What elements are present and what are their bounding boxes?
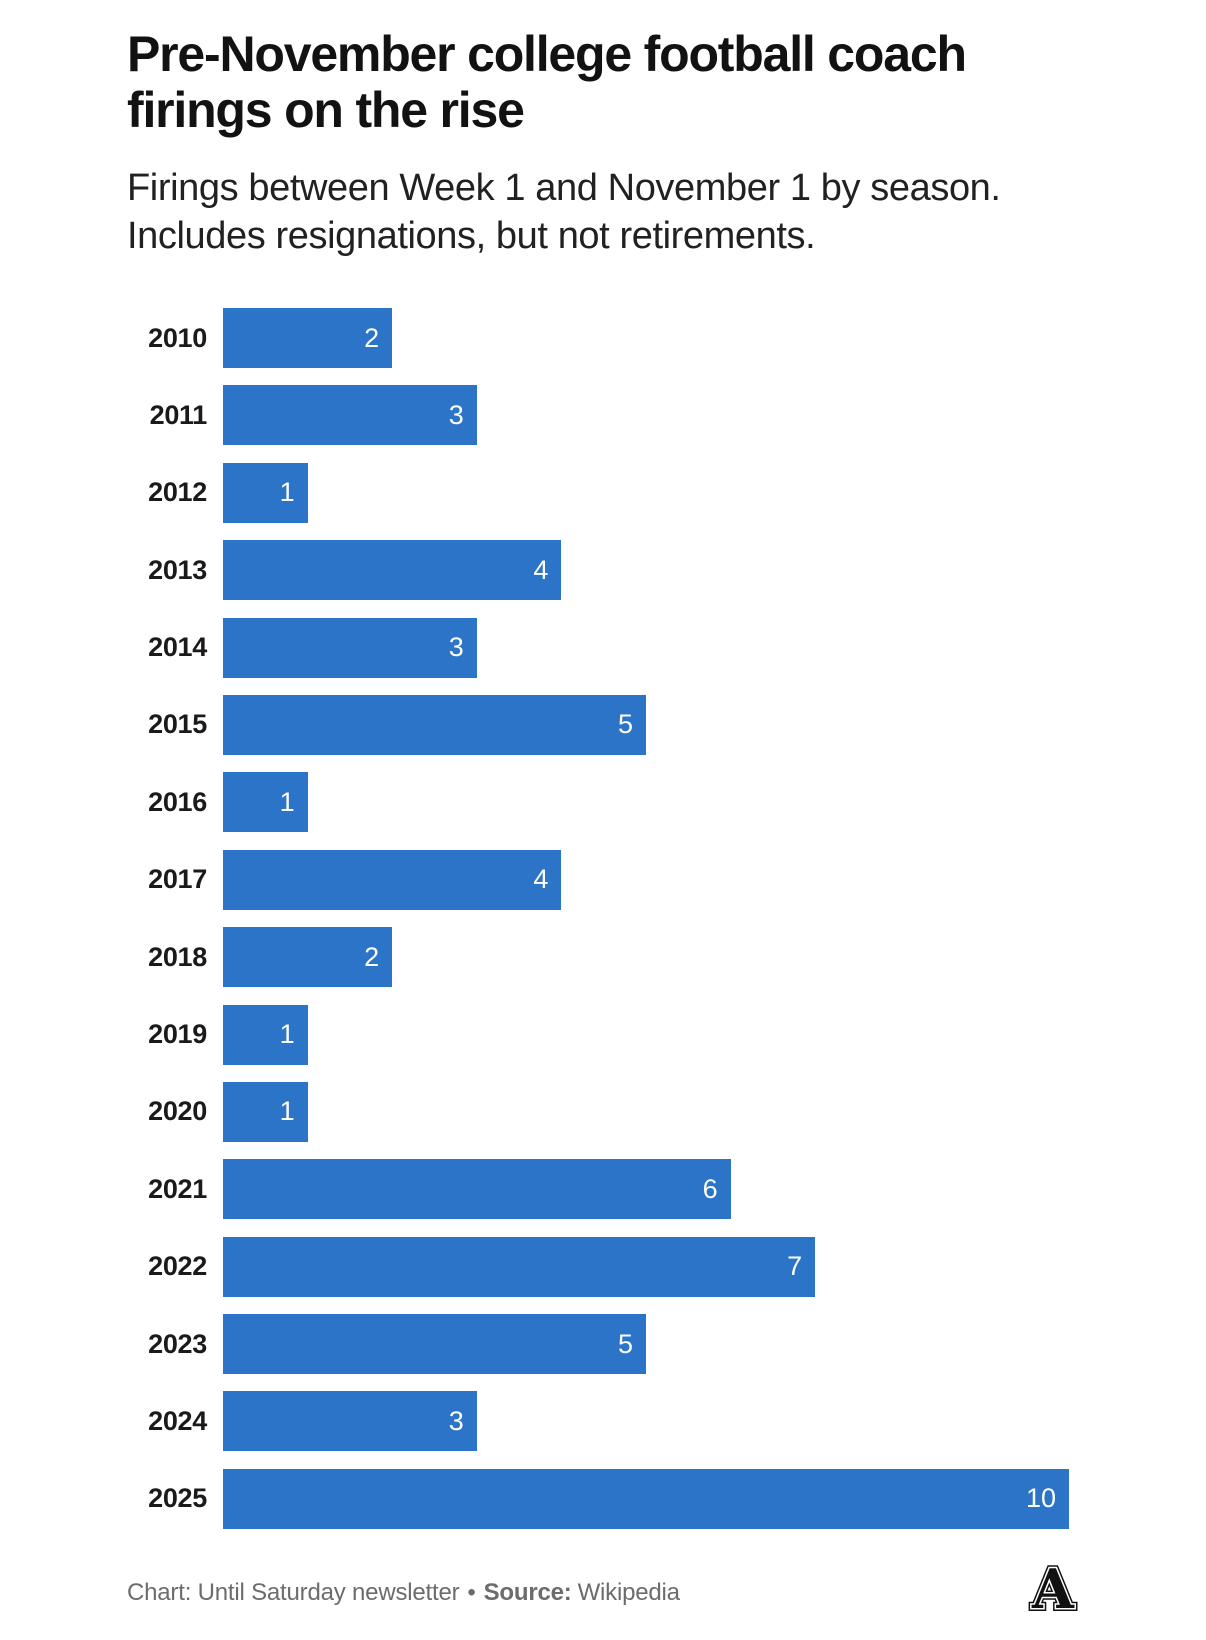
year-label: 2015 bbox=[148, 709, 207, 740]
bar-track: 1 bbox=[223, 1004, 1080, 1065]
bar: 1 bbox=[223, 462, 308, 523]
value-label: 1 bbox=[279, 477, 295, 508]
chart-rows: 2010 2 2011 3 2012 1 2013 4 2014 3 2015 5 2016 1 2017 4… bbox=[127, 308, 1080, 1529]
chart-row: 2011 3 bbox=[127, 385, 1080, 446]
chart-row: 2019 1 bbox=[127, 1004, 1080, 1065]
year-label: 2016 bbox=[148, 786, 207, 817]
year-label: 2022 bbox=[148, 1251, 207, 1282]
year-label: 2017 bbox=[148, 864, 207, 895]
footer-credits: Chart: Until Saturday newsletter • Source:… bbox=[127, 1578, 1080, 1608]
bar: 5 bbox=[223, 1314, 646, 1375]
value-label: 5 bbox=[617, 709, 633, 740]
value-label: 3 bbox=[448, 1405, 464, 1436]
bar: 7 bbox=[223, 1236, 816, 1297]
bar-track: 6 bbox=[223, 1159, 1080, 1220]
chart-row: 2012 1 bbox=[127, 462, 1080, 523]
bar-track: 4 bbox=[223, 540, 1080, 601]
value-label: 4 bbox=[533, 554, 549, 585]
chart-row: 2013 4 bbox=[127, 540, 1080, 601]
value-label: 1 bbox=[279, 1019, 295, 1050]
chart-subtitle-line-1: Firings between Week 1 and November 1 by… bbox=[127, 167, 1001, 209]
year-label: 2023 bbox=[148, 1328, 207, 1359]
chart-row: 2020 1 bbox=[127, 1081, 1080, 1142]
value-label: 2 bbox=[364, 941, 380, 972]
year-label: 2011 bbox=[149, 399, 208, 430]
bar: 5 bbox=[223, 694, 646, 755]
year-label: 2014 bbox=[148, 632, 207, 663]
year-label: 2021 bbox=[148, 1173, 207, 1204]
bar-track: 3 bbox=[223, 1391, 1080, 1452]
chart-row: 2016 1 bbox=[127, 772, 1080, 833]
year-label: 2013 bbox=[148, 554, 207, 585]
year-label: 2012 bbox=[148, 477, 207, 508]
chart-row: 2021 6 bbox=[127, 1159, 1080, 1220]
bar-track: 1 bbox=[223, 462, 1080, 523]
bar: 1 bbox=[223, 1081, 308, 1142]
year-label: 2010 bbox=[148, 322, 207, 353]
value-label: 6 bbox=[702, 1173, 718, 1204]
athletic-a-outline: A bbox=[1031, 1558, 1075, 1618]
bar-track: 1 bbox=[223, 772, 1080, 833]
year-label: 2024 bbox=[148, 1405, 207, 1436]
chart-title-line-2: firings on the rise bbox=[127, 82, 525, 138]
value-label: 1 bbox=[279, 786, 295, 817]
chart-row: 2025 10 bbox=[127, 1468, 1080, 1529]
bar-track: 5 bbox=[223, 1314, 1080, 1375]
credit-separator-dot: • bbox=[467, 1579, 476, 1606]
bar: 3 bbox=[223, 617, 477, 678]
bar: 2 bbox=[223, 308, 393, 368]
bar: 4 bbox=[223, 849, 562, 910]
bar: 3 bbox=[223, 1391, 477, 1452]
bar-track: 2 bbox=[223, 927, 1080, 988]
bar-track: 4 bbox=[223, 849, 1080, 910]
year-label: 2025 bbox=[148, 1483, 207, 1514]
value-label: 4 bbox=[533, 864, 549, 895]
bar: 10 bbox=[223, 1468, 1069, 1529]
bar: 3 bbox=[223, 385, 477, 446]
value-label: 1 bbox=[279, 1096, 295, 1127]
chart-title-line-1: Pre-November college football coach bbox=[127, 26, 967, 82]
chart-subtitle: Firings between Week 1 and November 1 by… bbox=[127, 164, 1080, 260]
value-label: 5 bbox=[617, 1328, 633, 1359]
source-value: Wikipedia bbox=[577, 1579, 680, 1606]
chart-row: 2018 2 bbox=[127, 927, 1080, 988]
chart-title: Pre-November college football coach firi… bbox=[127, 26, 1080, 138]
source-label: Source: bbox=[483, 1579, 572, 1606]
chart-subtitle-line-2: Includes resignations, but not retiremen… bbox=[127, 215, 816, 257]
value-label: 7 bbox=[787, 1251, 803, 1282]
value-label: 3 bbox=[448, 399, 464, 430]
bar-track: 2 bbox=[223, 308, 1080, 368]
value-label: 2 bbox=[364, 322, 380, 353]
bar: 1 bbox=[223, 1004, 308, 1065]
chart-row: 2023 5 bbox=[127, 1314, 1080, 1375]
value-label: 3 bbox=[448, 632, 464, 663]
bar-track: 3 bbox=[223, 385, 1080, 446]
bar-track: 1 bbox=[223, 1081, 1080, 1142]
bar: 1 bbox=[223, 772, 308, 833]
year-label: 2019 bbox=[148, 1019, 207, 1050]
chart-credit: Chart: Until Saturday newsletter bbox=[127, 1579, 460, 1606]
bar-track: 3 bbox=[223, 617, 1080, 678]
bar-track: 5 bbox=[223, 694, 1080, 755]
value-label: 10 bbox=[1025, 1483, 1056, 1514]
bar: 4 bbox=[223, 540, 562, 601]
year-label: 2018 bbox=[148, 941, 207, 972]
chart-row: 2014 3 bbox=[127, 617, 1080, 678]
bar-track: 10 bbox=[223, 1468, 1080, 1529]
bar-chart: 2010 2 2011 3 2012 1 2013 4 2014 3 2015 5 2016 1 2017 4… bbox=[127, 308, 1080, 1529]
chart-row: 2022 7 bbox=[127, 1236, 1080, 1297]
year-label: 2020 bbox=[148, 1096, 207, 1127]
chart-row: 2015 5 bbox=[127, 694, 1080, 755]
bar-track: 7 bbox=[223, 1236, 1080, 1297]
bar: 6 bbox=[223, 1159, 731, 1220]
athletic-a-inline: A bbox=[1031, 1558, 1075, 1618]
chart-row: 2024 3 bbox=[127, 1391, 1080, 1452]
chart-row: 2017 4 bbox=[127, 849, 1080, 910]
chart-row: 2010 2 bbox=[127, 308, 1080, 368]
bar: 2 bbox=[223, 927, 393, 988]
the-athletic-logo: A A bbox=[1028, 1558, 1078, 1618]
